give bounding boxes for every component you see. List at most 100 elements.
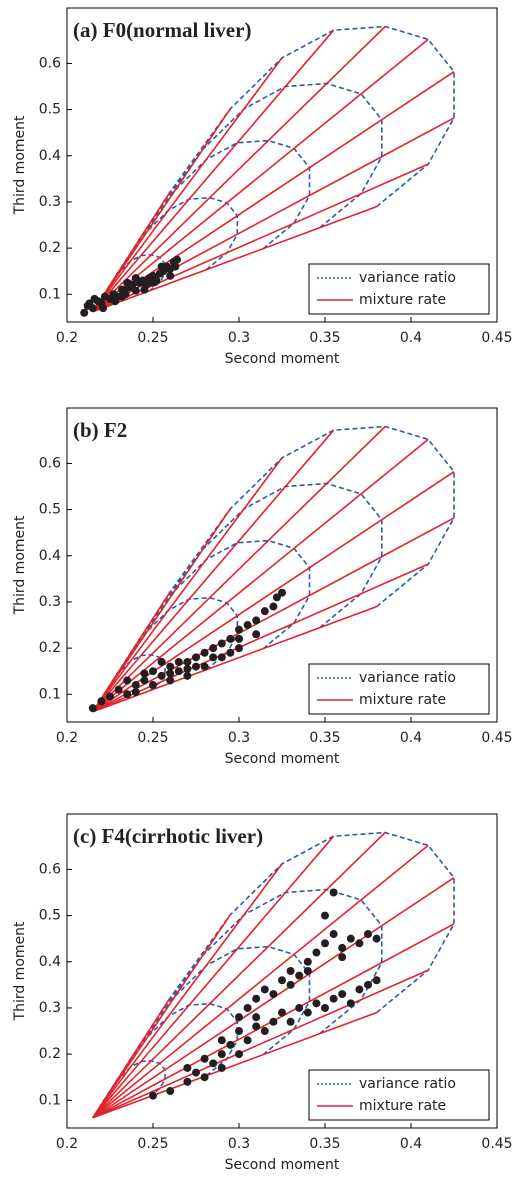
- model-curve: [92, 205, 377, 313]
- data-point: [235, 1050, 243, 1059]
- data-point: [209, 644, 218, 653]
- model-curve: [92, 191, 171, 313]
- model-curve: [92, 863, 283, 1119]
- y-axis-label: Third moment: [12, 921, 28, 1021]
- data-point: [235, 634, 243, 643]
- data-point: [329, 888, 338, 897]
- data-point: [131, 274, 140, 283]
- data-point: [200, 648, 209, 657]
- data-point: [131, 286, 140, 295]
- data-point: [85, 299, 94, 308]
- data-point: [123, 690, 132, 699]
- y-tick-label: 0.1: [39, 686, 61, 702]
- y-tick-label: 0.5: [39, 502, 61, 518]
- model-curve: [92, 605, 377, 713]
- data-point: [235, 625, 243, 634]
- data-point: [166, 271, 175, 280]
- x-tick-label: 0.4: [400, 730, 422, 746]
- y-tick-label: 0.5: [39, 908, 61, 924]
- data-point: [166, 669, 175, 678]
- legend-label: mixture rate: [359, 692, 446, 708]
- data-point: [171, 262, 180, 271]
- data-point: [90, 294, 99, 303]
- data-point: [118, 292, 127, 301]
- y-tick-label: 0.6: [39, 861, 61, 877]
- data-point: [295, 1003, 304, 1012]
- x-tick-label: 0.45: [481, 1136, 512, 1152]
- data-point: [226, 648, 235, 657]
- plot-content: [80, 25, 455, 317]
- plot-frame: [66, 813, 498, 1129]
- data-point: [364, 980, 372, 989]
- data-point: [200, 1073, 209, 1082]
- x-tick-label: 0.3: [228, 330, 250, 346]
- data-point: [192, 653, 200, 662]
- data-point: [286, 1017, 295, 1026]
- panel-title: (a) F0(normal liver): [73, 18, 251, 42]
- model-curve: [92, 57, 283, 313]
- data-point: [321, 939, 329, 948]
- model-curve: [92, 914, 232, 1119]
- legend-label: variance ratio: [359, 670, 456, 686]
- data-point: [355, 985, 364, 994]
- data-point: [123, 676, 132, 685]
- plot-content: [88, 425, 455, 713]
- data-point: [243, 621, 252, 630]
- data-point: [217, 1063, 226, 1072]
- y-tick-label: 0.2: [39, 1046, 61, 1062]
- data-point: [166, 676, 175, 685]
- data-point: [372, 976, 381, 985]
- x-tick-label: 0.4: [400, 330, 422, 346]
- data-point: [166, 662, 175, 671]
- x-tick-label: 0.25: [137, 330, 168, 346]
- model-curve: [92, 71, 455, 313]
- data-point: [346, 999, 355, 1008]
- data-point: [243, 1003, 252, 1012]
- model-curve: [92, 844, 429, 1119]
- x-tick-label: 0.35: [309, 1136, 340, 1152]
- plot-frame: [66, 407, 498, 723]
- data-point: [140, 676, 149, 685]
- model-curve: [92, 508, 232, 713]
- x-axis-label: Second moment: [225, 351, 340, 367]
- data-point: [286, 980, 295, 989]
- data-point: [157, 657, 166, 666]
- data-point: [149, 667, 157, 676]
- data-point: [243, 1036, 252, 1045]
- plot-content: [92, 831, 455, 1119]
- data-point: [140, 285, 149, 294]
- x-tick-label: 0.35: [309, 730, 340, 746]
- data-point: [252, 616, 261, 625]
- y-axis-label: Third moment: [12, 515, 28, 615]
- model-curve: [92, 835, 335, 1119]
- y-tick-label: 0.1: [39, 286, 61, 302]
- x-tick-label: 0.4: [400, 1136, 422, 1152]
- data-point: [183, 671, 192, 680]
- legend-box: [308, 263, 490, 315]
- model-curve: [92, 997, 171, 1119]
- data-point: [303, 1008, 312, 1017]
- data-point: [149, 278, 157, 287]
- data-point: [131, 687, 140, 696]
- data-point: [295, 971, 304, 980]
- y-tick-label: 0.3: [39, 194, 61, 210]
- data-point: [269, 602, 278, 611]
- data-point: [372, 934, 381, 943]
- y-tick-label: 0.2: [39, 640, 61, 656]
- x-tick-label: 0.45: [481, 330, 512, 346]
- data-point: [192, 1068, 200, 1077]
- data-point: [217, 1050, 226, 1059]
- data-point: [217, 1036, 226, 1045]
- y-tick-label: 0.6: [39, 455, 61, 471]
- data-point: [174, 667, 183, 676]
- legend-label: mixture rate: [359, 1098, 446, 1114]
- data-point: [183, 664, 192, 673]
- data-point: [209, 653, 218, 662]
- data-point: [252, 994, 261, 1003]
- data-point: [226, 1040, 235, 1049]
- data-point: [200, 662, 209, 671]
- model-curve: [92, 457, 283, 713]
- data-point: [157, 671, 166, 680]
